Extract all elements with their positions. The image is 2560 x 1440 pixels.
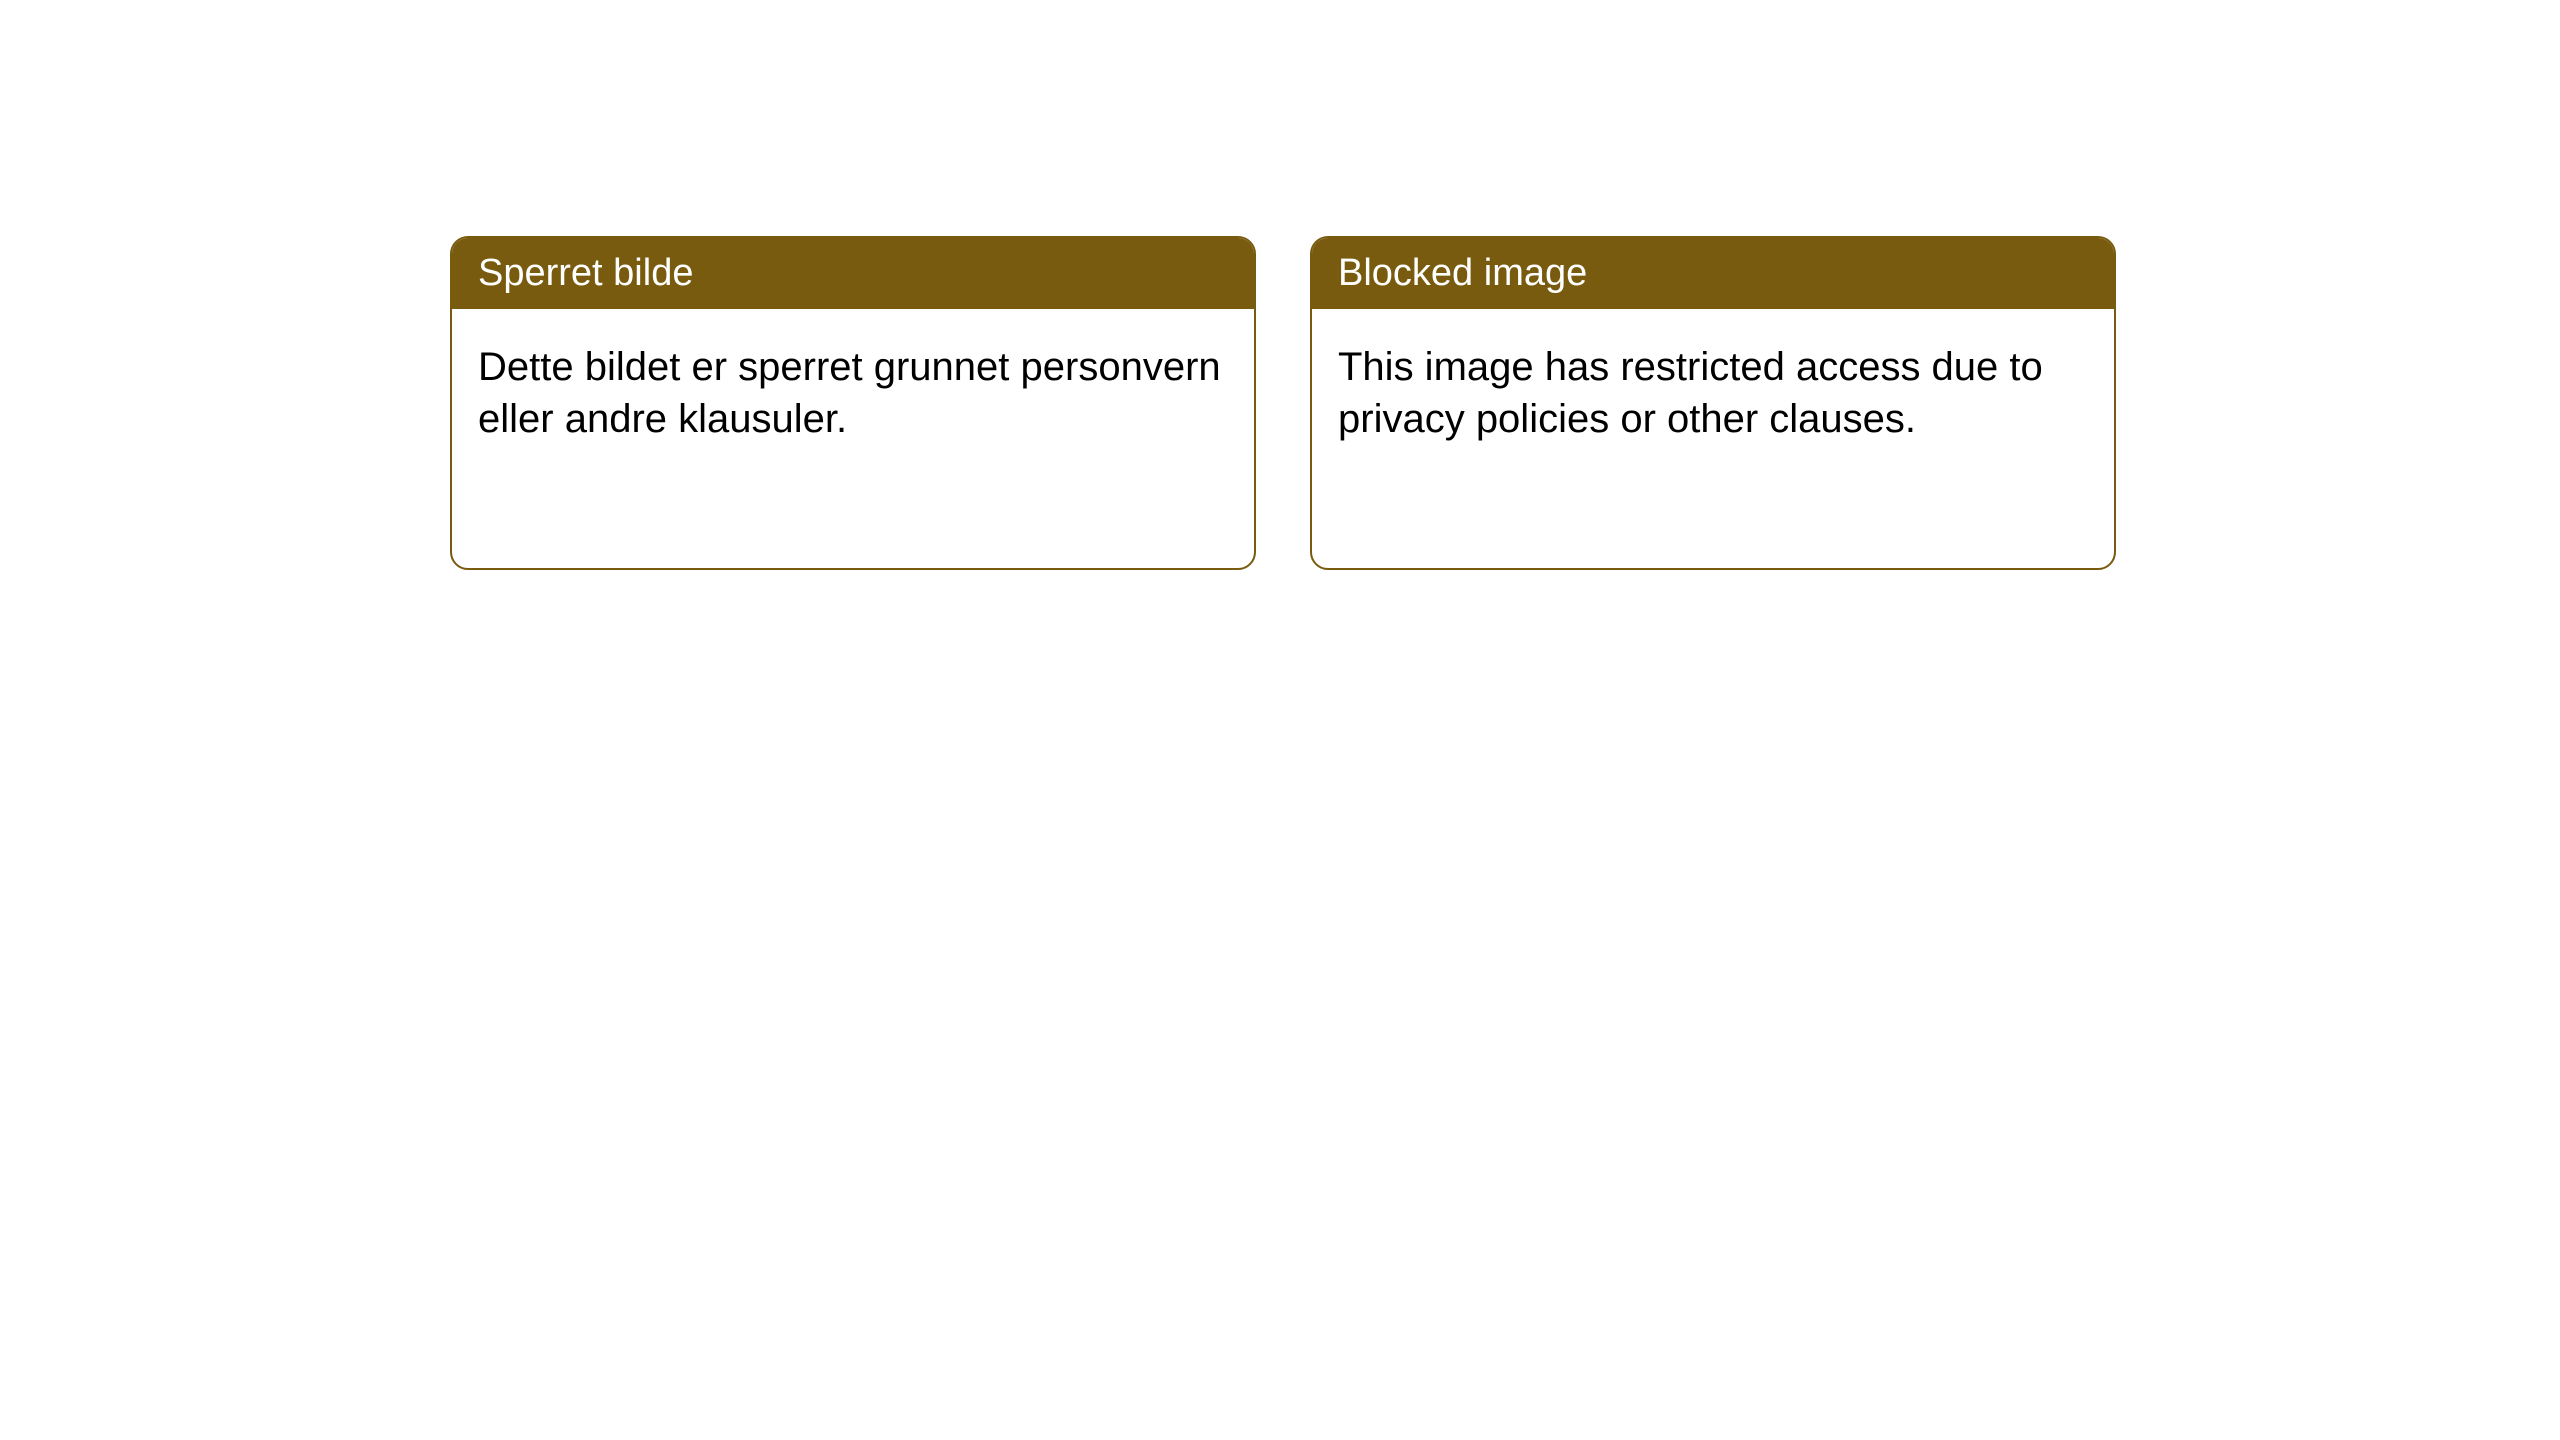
notice-header-norwegian: Sperret bilde — [452, 238, 1254, 309]
notice-card-norwegian: Sperret bilde Dette bildet er sperret gr… — [450, 236, 1256, 570]
notice-card-english: Blocked image This image has restricted … — [1310, 236, 2116, 570]
notice-container: Sperret bilde Dette bildet er sperret gr… — [450, 236, 2116, 570]
notice-body-english: This image has restricted access due to … — [1312, 309, 2114, 477]
notice-header-english: Blocked image — [1312, 238, 2114, 309]
notice-body-norwegian: Dette bildet er sperret grunnet personve… — [452, 309, 1254, 477]
